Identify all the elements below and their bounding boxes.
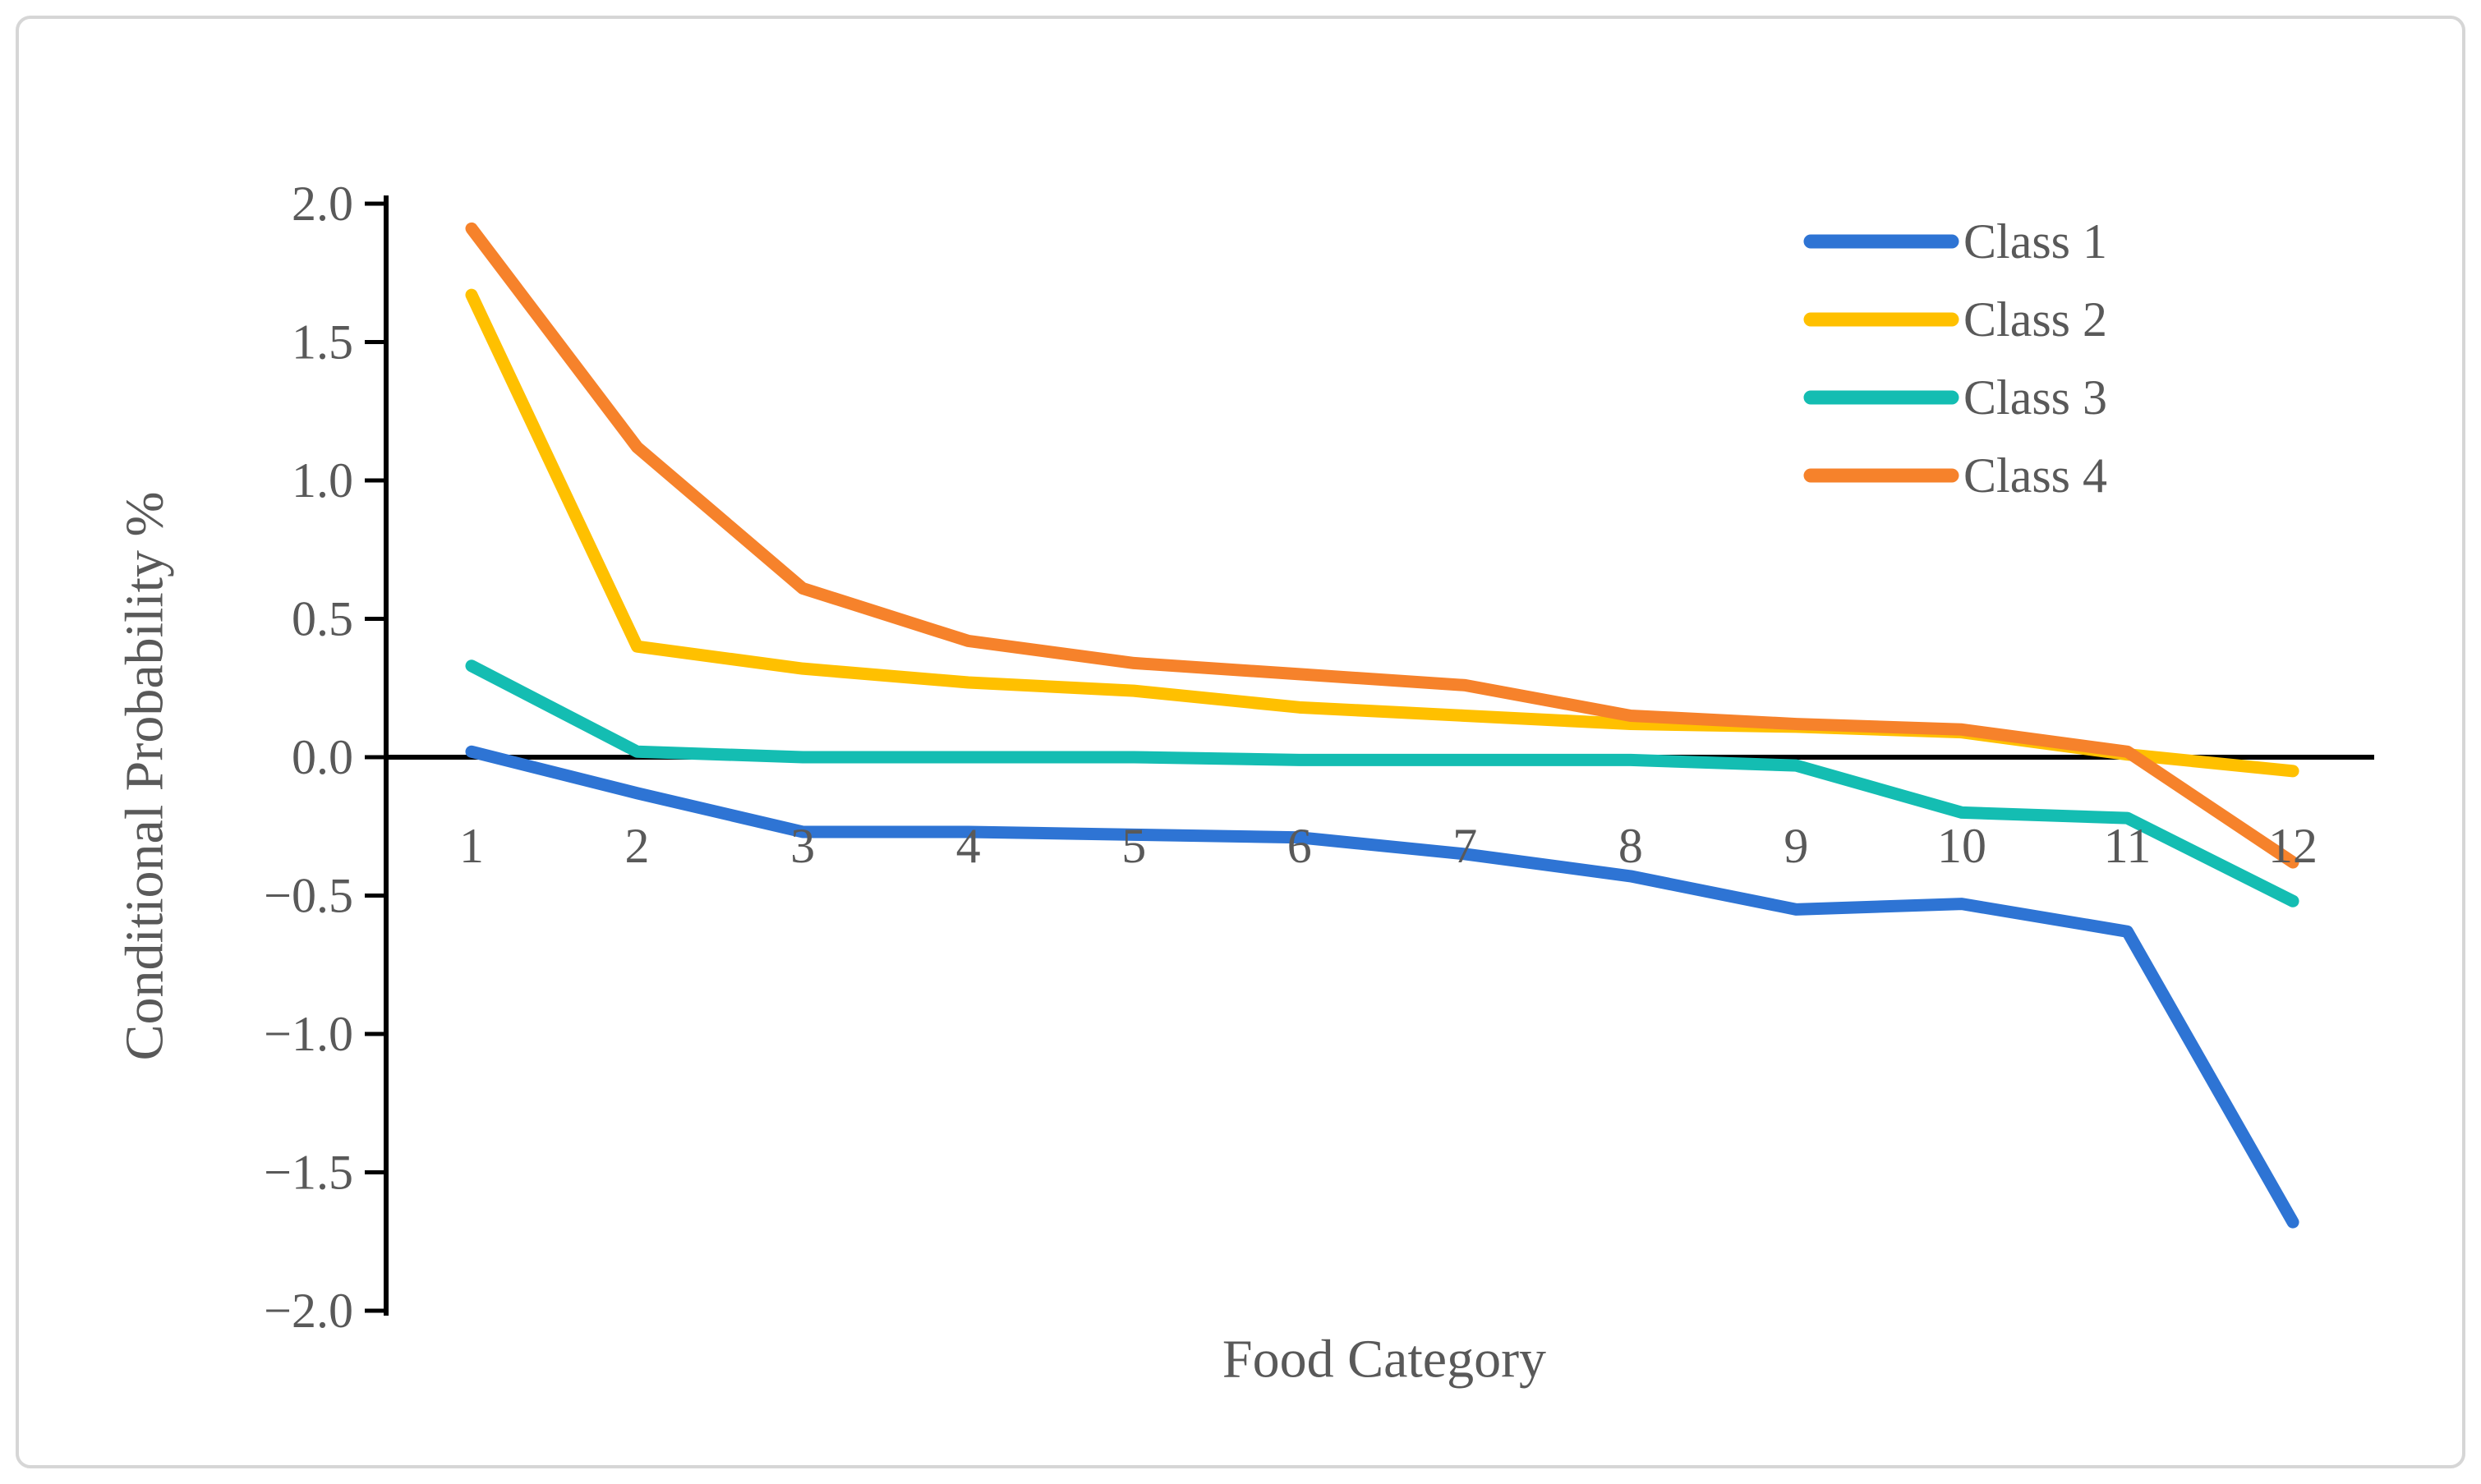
y-tick-label: −1.0 <box>264 1007 353 1061</box>
x-tick-label: 6 <box>1287 819 1312 873</box>
y-tick-label: −2.0 <box>264 1284 353 1338</box>
x-tick-label: 2 <box>625 819 650 873</box>
legend-label-class-1: Class 1 <box>1963 214 2107 269</box>
series-line-class-1 <box>465 745 2299 1229</box>
y-axis-title: Conditional Probability % <box>115 492 175 1061</box>
y-tick-label: 2.0 <box>292 177 353 231</box>
x-tick-label: 3 <box>790 819 815 873</box>
x-tick-label: 12 <box>2268 819 2318 873</box>
y-tick-label: 1.5 <box>292 315 353 370</box>
x-tick-label: 1 <box>459 819 484 873</box>
y-tick-label: 1.0 <box>292 453 353 508</box>
x-tick-label: 8 <box>1618 819 1643 873</box>
legend-label-class-3: Class 3 <box>1963 370 2107 425</box>
x-tick-label: 10 <box>1937 819 1986 873</box>
x-tick-label: 4 <box>956 819 981 873</box>
y-tick-labels: 2.0 1.5 1.0 0.5 0.0 −0.5 −1.0 −1.5 −2.0 <box>264 177 353 1338</box>
series-lines <box>465 222 2299 1229</box>
y-tick-label: −0.5 <box>264 869 353 923</box>
y-tick-label: −1.5 <box>264 1146 353 1200</box>
legend-label-class-2: Class 2 <box>1963 292 2107 347</box>
legend: Class 1 Class 2 Class 3 Class 4 <box>1803 214 2107 503</box>
series-line-class-3 <box>465 659 2299 907</box>
legend-label-class-4: Class 4 <box>1963 448 2107 503</box>
x-tick-label: 7 <box>1452 819 1477 873</box>
x-tick-label: 5 <box>1121 819 1146 873</box>
x-tick-label: 9 <box>1784 819 1808 873</box>
y-tick-label: 0.5 <box>292 592 353 646</box>
y-tick-label: 0.0 <box>292 730 353 784</box>
figure-border <box>16 16 2465 1468</box>
series-line-class-4 <box>465 222 2299 869</box>
x-axis-title: Food Category <box>1222 1330 1546 1390</box>
x-tick-labels: 1 2 3 4 5 6 7 8 9 10 11 12 <box>459 819 2318 873</box>
x-tick-label: 11 <box>2104 819 2152 873</box>
